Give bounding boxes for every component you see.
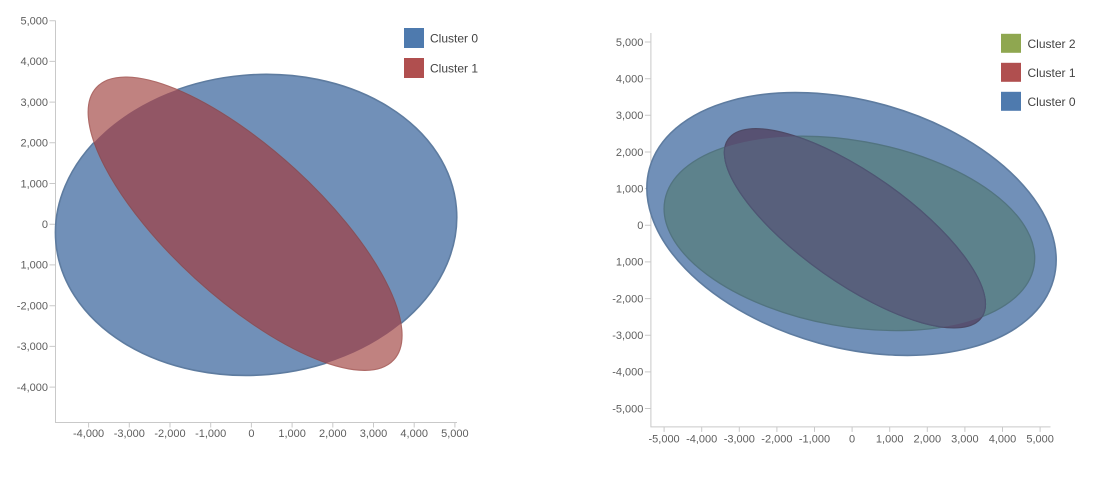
svg-text:-2,000: -2,000 xyxy=(17,301,48,313)
svg-text:-2,000: -2,000 xyxy=(612,293,643,305)
svg-text:-2,000: -2,000 xyxy=(154,428,185,440)
svg-text:-1,000: -1,000 xyxy=(799,434,830,446)
svg-text:5,000: 5,000 xyxy=(1026,434,1054,446)
svg-text:-3,000: -3,000 xyxy=(114,428,145,440)
svg-text:-4,000: -4,000 xyxy=(612,367,643,379)
svg-text:4,000: 4,000 xyxy=(616,74,644,86)
svg-text:-4,000: -4,000 xyxy=(73,428,104,440)
svg-text:1,000: 1,000 xyxy=(616,183,644,195)
svg-text:3,000: 3,000 xyxy=(616,110,644,122)
svg-text:Cluster 0: Cluster 0 xyxy=(1028,95,1076,109)
svg-text:-2,000: -2,000 xyxy=(761,434,792,446)
svg-text:2,000: 2,000 xyxy=(914,434,942,446)
svg-text:1,000: 1,000 xyxy=(20,260,48,272)
svg-text:2,000: 2,000 xyxy=(616,147,644,159)
svg-text:Cluster 2: Cluster 2 xyxy=(1028,37,1076,51)
svg-text:4,000: 4,000 xyxy=(400,428,428,440)
svg-text:-3,000: -3,000 xyxy=(17,341,48,353)
svg-text:-3,000: -3,000 xyxy=(612,330,643,342)
svg-text:1,000: 1,000 xyxy=(876,434,904,446)
svg-text:1,000: 1,000 xyxy=(278,428,306,440)
svg-text:1,000: 1,000 xyxy=(616,257,644,269)
svg-text:0: 0 xyxy=(637,220,643,232)
svg-text:-4,000: -4,000 xyxy=(17,382,48,394)
svg-text:-5,000: -5,000 xyxy=(648,434,679,446)
svg-text:5,000: 5,000 xyxy=(441,428,469,440)
svg-text:0: 0 xyxy=(42,219,48,231)
svg-text:5,000: 5,000 xyxy=(20,16,48,28)
svg-text:-3,000: -3,000 xyxy=(724,434,755,446)
svg-text:0: 0 xyxy=(849,434,855,446)
svg-text:Cluster 1: Cluster 1 xyxy=(1028,66,1076,80)
svg-text:-4,000: -4,000 xyxy=(686,434,717,446)
svg-text:-1,000: -1,000 xyxy=(195,428,226,440)
svg-text:4,000: 4,000 xyxy=(20,56,48,68)
svg-text:5,000: 5,000 xyxy=(616,37,644,49)
svg-text:4,000: 4,000 xyxy=(989,434,1017,446)
svg-text:0: 0 xyxy=(248,428,254,440)
svg-text:3,000: 3,000 xyxy=(951,434,979,446)
svg-text:2,000: 2,000 xyxy=(20,138,48,150)
svg-text:Cluster 0: Cluster 0 xyxy=(430,32,478,46)
svg-text:1,000: 1,000 xyxy=(20,178,48,190)
svg-text:3,000: 3,000 xyxy=(360,428,388,440)
svg-text:3,000: 3,000 xyxy=(20,97,48,109)
svg-text:Cluster 1: Cluster 1 xyxy=(430,62,478,76)
svg-text:-5,000: -5,000 xyxy=(612,403,643,415)
svg-text:2,000: 2,000 xyxy=(319,428,347,440)
